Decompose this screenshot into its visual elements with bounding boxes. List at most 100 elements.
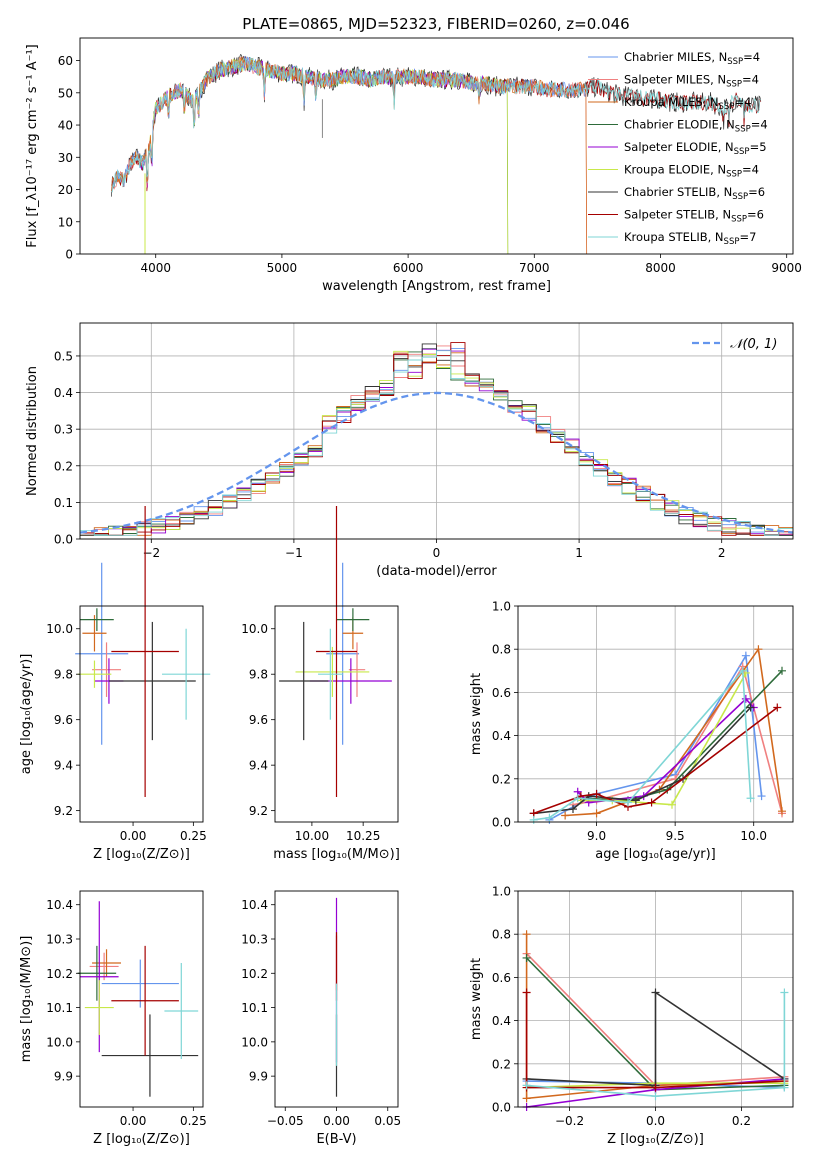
axes-frame <box>517 605 794 823</box>
age-mass-panel: 10.00 10.25 9.2 9.4 9.6 9.8 10.0 mass [log₁₀(M/… <box>241 505 400 862</box>
weight-marker <box>778 807 786 816</box>
x-tick-label: 0.05 <box>374 1114 401 1128</box>
errorbar-point <box>108 621 196 741</box>
age-Z-marks <box>75 505 211 797</box>
x-tick-label: 9000 <box>771 261 802 275</box>
y-tick-label: 10.0 <box>46 1035 73 1049</box>
mass-Z-marks <box>77 901 199 1097</box>
y-tick-label: 10.0 <box>241 1035 268 1049</box>
x-axis-label: Z [log₁₀(Z/Z⊙)] <box>93 847 190 862</box>
legend-label: Chabrier ELODIE, NSSP=4 <box>624 118 768 135</box>
weight-line <box>533 706 752 815</box>
x-axis-label: (data-model)/error <box>376 564 497 579</box>
weight-marker <box>545 813 554 822</box>
errorbar-point <box>77 945 117 1001</box>
age-mass-marks <box>279 505 392 797</box>
errorbar-point <box>75 562 129 745</box>
weight-line <box>525 992 785 1089</box>
legend-label: 𝒩(0, 1) <box>730 337 777 352</box>
weight-marker <box>522 1081 531 1090</box>
y-tick-label: 9.2 <box>54 804 73 818</box>
y-tick-label: 10.4 <box>46 898 73 912</box>
y-tick-label: 10 <box>58 215 73 229</box>
y-tick-label: 9.4 <box>249 759 268 773</box>
weight-marker <box>624 798 632 807</box>
y-tick-label: 10.2 <box>46 967 73 981</box>
normal-curve <box>80 391 793 534</box>
axes-frame <box>79 322 794 540</box>
y-tick-label: 0.2 <box>492 1057 511 1071</box>
weight-marker <box>778 666 786 675</box>
errorbar-point <box>279 621 329 741</box>
legend-label: Salpeter STELIB, NSSP=6 <box>624 208 764 225</box>
x-tick-label: 0.00 <box>120 829 147 843</box>
weight-marker <box>573 794 582 803</box>
y-tick-label: 9.8 <box>249 668 268 682</box>
errorbar-point <box>82 615 107 652</box>
y-tick-label: 0 <box>65 248 73 262</box>
errorbar-point <box>162 628 211 720</box>
legend-label: Kroupa STELIB, NSSP=7 <box>624 230 756 247</box>
weight-marker <box>529 815 538 824</box>
weight-marker <box>738 666 747 675</box>
y-tick-label: 10.0 <box>241 622 268 636</box>
x-tick-label: 0.2 <box>732 1114 751 1128</box>
histogram-step <box>80 350 793 536</box>
errorbar-point <box>92 642 121 697</box>
weight-marker <box>651 1092 660 1101</box>
spectrum-line <box>111 56 762 193</box>
y-tick-label: 9.9 <box>54 1070 73 1084</box>
errorbar-point <box>326 562 360 745</box>
x-tick-label: 9.5 <box>666 829 685 843</box>
errorbar-point <box>111 505 179 797</box>
x-axis-label: mass [log₁₀(M/M⊙)] <box>273 847 400 862</box>
y-axis-label: Normed distribution <box>25 366 40 496</box>
weights-Z-panel: −0.2 0.0 0.2 0.0 0.2 0.4 0.6 0.8 1.0 Z [log₁₀(Z/Z… <box>469 885 794 1147</box>
axes-frame <box>517 890 794 1108</box>
y-tick-label: 0.5 <box>54 349 73 363</box>
x-axis-label: Z [log₁₀(Z/Z⊙)] <box>607 1132 704 1147</box>
axes-frame <box>79 605 204 823</box>
y-axis-label: mass weight <box>469 673 484 755</box>
spectrum-line <box>140 57 509 254</box>
errorbar-point <box>295 646 370 697</box>
y-tick-label: 0.0 <box>54 533 73 547</box>
x-tick-label: −2 <box>142 546 160 560</box>
errorbar-point <box>316 505 357 797</box>
spectrum-line <box>111 56 588 254</box>
x-tick-label: 10.25 <box>346 829 380 843</box>
weight-marker <box>592 809 601 818</box>
y-tick-label: 0.4 <box>492 1014 511 1028</box>
y-tick-label: 0.2 <box>54 459 73 473</box>
y-tick-label: 9.9 <box>249 1070 268 1084</box>
x-tick-label: 1 <box>575 546 583 560</box>
weight-marker <box>746 794 755 803</box>
x-tick-label: 0.0 <box>646 1114 665 1128</box>
x-tick-label: 0.00 <box>120 1114 147 1128</box>
weight-marker <box>746 703 755 712</box>
x-tick-label: −0.05 <box>267 1114 304 1128</box>
weight-marker <box>522 953 531 962</box>
y-tick-label: 0.6 <box>492 686 511 700</box>
spectrum-line <box>111 55 587 192</box>
y-tick-label: 10.4 <box>241 898 268 912</box>
errorbar-point <box>101 1014 199 1097</box>
errorbar-point <box>77 660 112 688</box>
weight-marker <box>651 1083 660 1092</box>
weight-line <box>526 991 785 1087</box>
y-tick-label: 20 <box>58 183 73 197</box>
y-tick-label: 10.3 <box>46 933 73 947</box>
plots-layer: 4000 5000 6000 7000 8000 90000102030405060wav… <box>19 37 802 1147</box>
legend-label: Chabrier STELIB, NSSP=6 <box>624 185 765 202</box>
legend-label: Salpeter MILES, NSSP=4 <box>624 73 759 90</box>
weight-marker <box>592 789 601 798</box>
axes-frame <box>274 605 399 823</box>
legend-label: Salpeter ELODIE, NSSP=5 <box>624 140 767 157</box>
y-tick-label: 9.8 <box>54 668 73 682</box>
y-tick-label: 0.1 <box>54 496 73 510</box>
x-axis-label: wavelength [Angstrom, rest frame] <box>322 279 551 294</box>
x-tick-label: 6000 <box>393 261 424 275</box>
x-tick-label: 0.25 <box>180 829 207 843</box>
y-tick-label: 1.0 <box>492 885 511 899</box>
x-tick-label: 5000 <box>267 261 298 275</box>
